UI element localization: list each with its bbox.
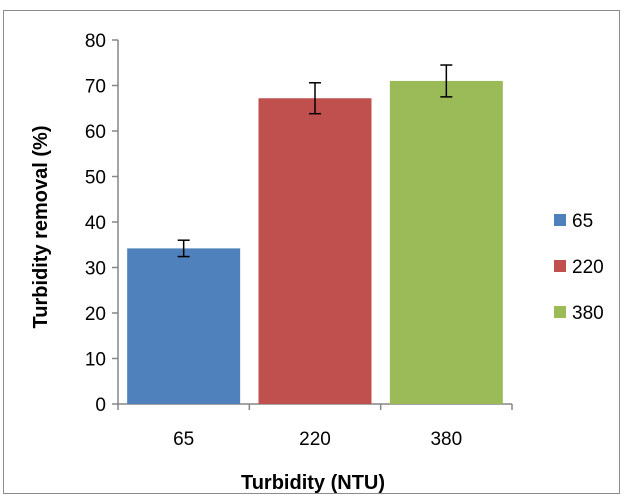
bar-380 [389,80,503,404]
x-tick-label: 220 [299,429,331,450]
x-tick-label: 65 [173,429,194,450]
y-tick-label: 50 [85,168,106,189]
legend-swatch-65 [554,214,566,226]
y-tick-label: 0 [95,395,106,416]
legend-swatch-220 [554,260,566,272]
y-tick-label: 30 [85,259,106,280]
y-tick-label: 70 [85,77,106,98]
legend-label-65: 65 [572,211,593,232]
y-axis: 0 10 20 30 40 50 60 70 80 [85,31,119,416]
y-tick-label: 20 [85,304,106,325]
y-tick-label: 10 [85,350,106,371]
legend-label-380: 380 [572,303,604,324]
y-tick-label: 60 [85,122,106,143]
bars [127,80,503,405]
legend-swatch-380 [554,306,566,318]
error-bars [177,64,453,258]
legend: 65 220 380 [554,211,604,324]
x-tick-label: 380 [430,429,462,450]
bar-65 [127,248,241,404]
legend-label-220: 220 [572,257,604,278]
y-tick-label: 80 [85,31,106,52]
x-axis-title: Turbidity (NTU) [241,472,385,494]
y-tick-label: 40 [85,213,106,234]
y-axis-title: Turbidity removal (%) [30,126,52,329]
x-axis: 65 220 380 [117,403,513,450]
bar-220 [258,98,372,405]
